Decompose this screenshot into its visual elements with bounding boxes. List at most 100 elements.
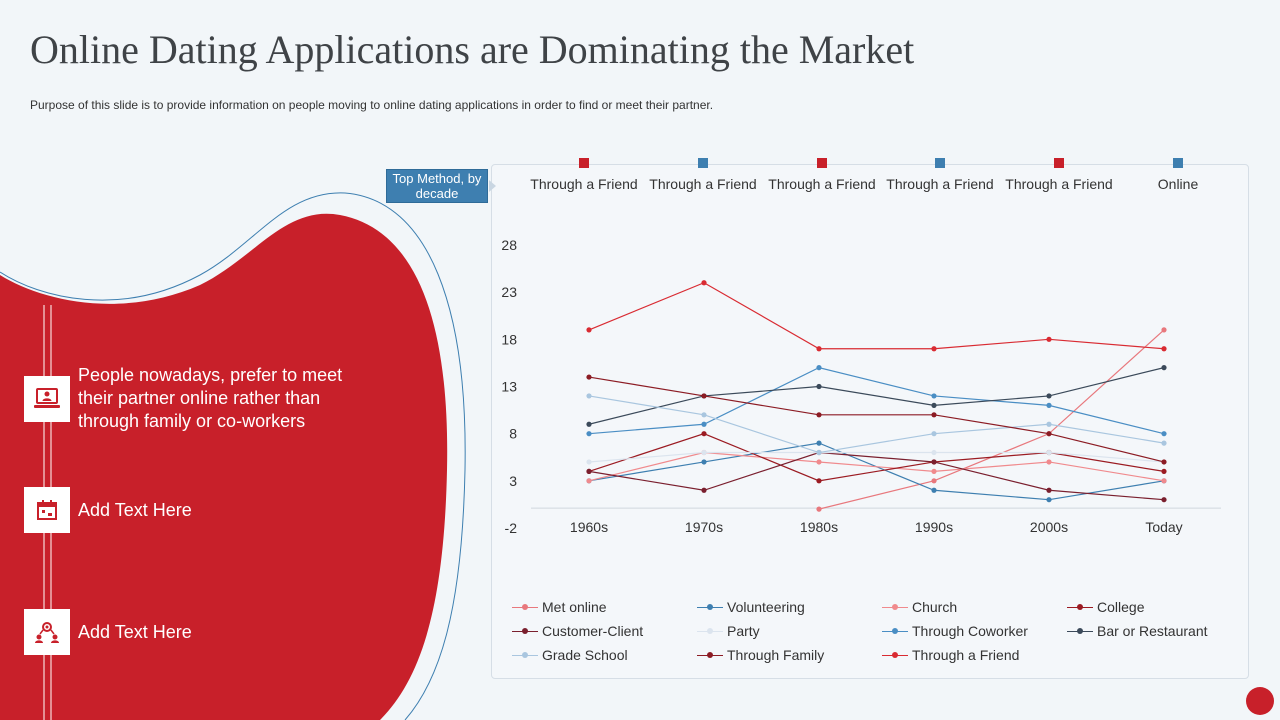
- legend-swatch: [882, 649, 908, 661]
- legend-item: Through Coworker: [882, 622, 1067, 640]
- method-color-marker: [1173, 158, 1183, 168]
- x-tick-label: 1960s: [570, 519, 608, 535]
- data-point: [931, 402, 937, 408]
- data-point: [701, 412, 707, 418]
- data-point: [816, 412, 822, 418]
- data-point: [586, 431, 592, 437]
- legend-label: Grade School: [542, 647, 628, 663]
- data-point: [1161, 327, 1167, 333]
- legend-label: Customer-Client: [542, 623, 644, 639]
- y-tick-label: 23: [501, 284, 517, 300]
- legend-swatch: [512, 625, 538, 637]
- decade-method-label: Through a Friend: [1005, 176, 1113, 192]
- data-point: [816, 440, 822, 446]
- data-point: [1046, 393, 1052, 399]
- legend-label: Through Family: [727, 647, 825, 663]
- top-method-badge: Top Method, by decade: [386, 169, 488, 203]
- data-point: [701, 431, 707, 437]
- data-point: [1161, 478, 1167, 484]
- data-point: [701, 487, 707, 493]
- sidebar-item-online: People nowadays, prefer to meet their pa…: [24, 364, 378, 433]
- legend-swatch: [882, 625, 908, 637]
- data-point: [931, 412, 937, 418]
- y-tick-label: 8: [509, 426, 517, 442]
- sidebar-item-add-text-2: Add Text Here: [24, 609, 378, 655]
- legend-label: Met online: [542, 599, 607, 615]
- series-line: [588, 433, 1165, 482]
- legend-item: Volunteering: [697, 598, 882, 616]
- line-chart: -2 3 8 13 18 23 28 1960s 1970s 1980s 1990s 2000s Tod…: [501, 237, 1221, 536]
- decade-method-label: Through a Friend: [649, 176, 757, 192]
- method-color-marker: [579, 158, 589, 168]
- decade-method-1960s: Through a Friend: [529, 158, 639, 192]
- decade-method-today: Online: [1123, 158, 1233, 192]
- legend-label: Party: [727, 623, 760, 639]
- sidebar-item-add-text-1: Add Text Here: [24, 487, 378, 533]
- data-point: [586, 421, 592, 427]
- chart-legend: Met online Volunteering Church College Custo…: [512, 598, 1252, 664]
- page-subtitle: Purpose of this slide is to provide info…: [30, 98, 714, 112]
- legend-swatch: [697, 649, 723, 661]
- decade-method-label: Online: [1157, 176, 1199, 192]
- data-point: [816, 459, 822, 465]
- data-point: [931, 487, 937, 493]
- data-point: [816, 383, 822, 390]
- data-point: [1046, 459, 1052, 465]
- data-point: [816, 346, 822, 352]
- data-point: [1046, 497, 1052, 503]
- method-color-marker: [1054, 158, 1064, 168]
- legend-label: Church: [912, 599, 958, 615]
- data-point: [1161, 431, 1167, 437]
- calendar-icon: [24, 487, 70, 533]
- x-tick-label: 1980s: [800, 519, 838, 535]
- y-tick-label: -2: [505, 520, 518, 536]
- data-point: [1161, 365, 1167, 371]
- legend-item: Church: [882, 598, 1067, 616]
- legend-item: Through a Friend: [882, 646, 1067, 664]
- corner-decoration: [1246, 687, 1274, 715]
- top-method-arrow: [489, 180, 496, 192]
- y-tick-label: 18: [501, 331, 517, 347]
- data-point: [816, 449, 822, 456]
- data-point: [931, 478, 937, 484]
- series-line: [588, 376, 1165, 463]
- x-tick-label: 1970s: [685, 519, 723, 535]
- decade-method-1990s: Through a Friend: [885, 158, 995, 192]
- legend-swatch: [697, 625, 723, 637]
- data-point: [586, 393, 592, 399]
- method-color-marker: [698, 158, 708, 168]
- decade-method-2000s: Through a Friend: [1004, 158, 1114, 192]
- series-line: [588, 395, 1165, 454]
- data-point: [1046, 487, 1052, 493]
- legend-label: Bar or Restaurant: [1097, 623, 1208, 639]
- x-tick-label: 1990s: [915, 519, 953, 535]
- decade-method-1970s: Through a Friend: [648, 158, 758, 192]
- decade-method-label: Through a Friend: [886, 176, 994, 192]
- data-point: [931, 449, 937, 456]
- legend-item: Through Family: [697, 646, 882, 664]
- data-point: [586, 468, 592, 474]
- users-network-icon: [24, 609, 70, 655]
- data-point: [586, 374, 592, 380]
- legend-swatch: [512, 601, 538, 613]
- series-line: [588, 282, 1165, 350]
- data-point: [931, 346, 937, 352]
- data-point: [816, 478, 822, 484]
- series-line: [588, 451, 1165, 501]
- data-point: [816, 365, 822, 371]
- decade-method-label: Through a Friend: [530, 176, 638, 192]
- data-point: [701, 280, 707, 286]
- data-point: [1046, 449, 1052, 456]
- series-line: [588, 367, 1165, 425]
- method-color-marker: [935, 158, 945, 168]
- legend-swatch: [1067, 625, 1093, 637]
- data-point: [1161, 468, 1167, 474]
- series-line: [588, 451, 1165, 463]
- data-point: [701, 459, 707, 465]
- legend-label: Through Coworker: [912, 623, 1028, 639]
- laptop-user-icon: [24, 375, 70, 422]
- legend-item: Met online: [512, 598, 697, 616]
- legend-item: Party: [697, 622, 882, 640]
- data-point: [586, 459, 592, 465]
- data-point: [1046, 336, 1052, 342]
